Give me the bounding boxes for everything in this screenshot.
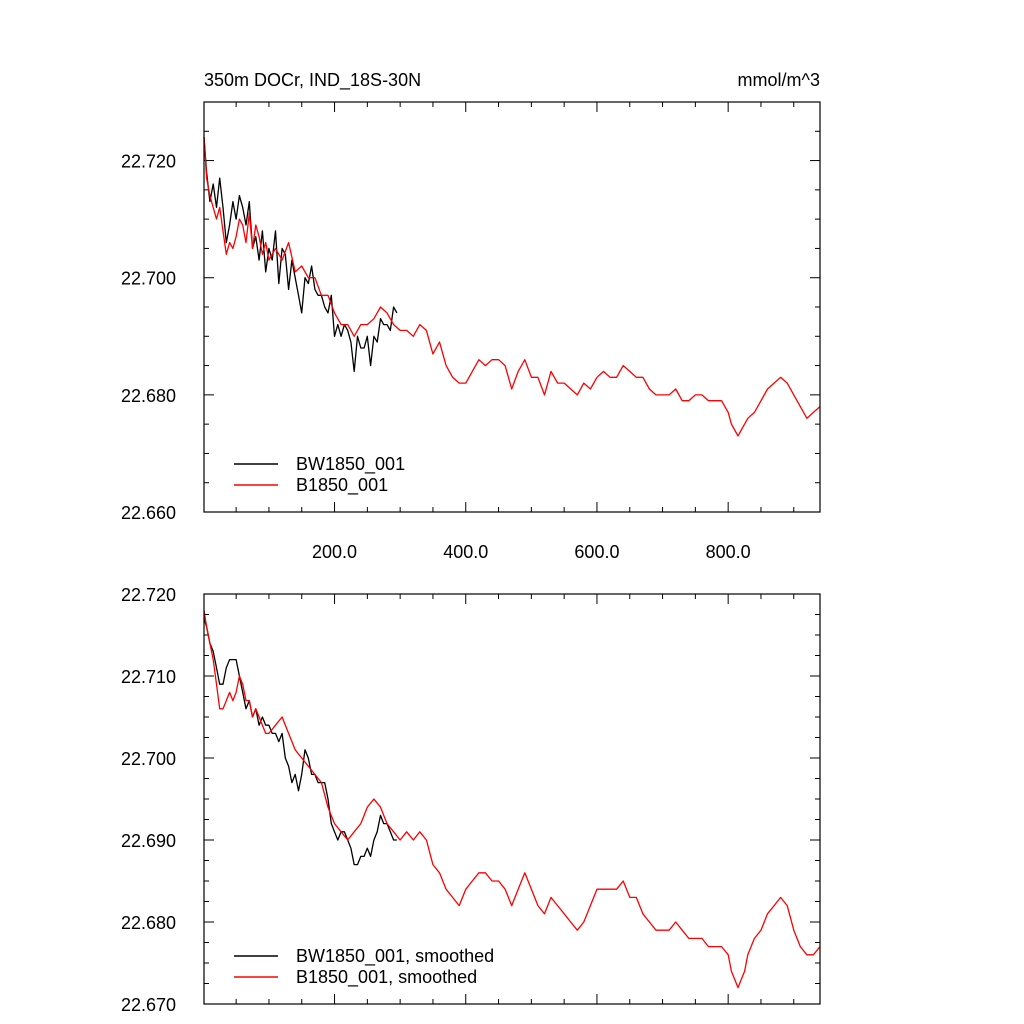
y-tick-label: 22.710 [121, 667, 176, 687]
legend-label: BW1850_001, smoothed [296, 946, 494, 967]
y-tick-label: 22.690 [121, 831, 176, 851]
x-tick-label: 200.0 [312, 542, 357, 562]
legend-label: BW1850_001 [296, 454, 405, 475]
y-tick-label: 22.660 [121, 503, 176, 523]
legend-label: B1850_001 [296, 475, 388, 496]
legend-label: B1850_001, smoothed [296, 967, 477, 988]
y-tick-label: 22.720 [121, 152, 176, 172]
series-line-0 [203, 618, 397, 866]
axis-ticks: 22.670 22.680 22.690 22.700 22.710 22.720 [121, 585, 820, 1015]
y-tick-label: 22.720 [121, 585, 176, 605]
series-line-1 [203, 610, 821, 989]
y-tick-label: 22.700 [121, 269, 176, 289]
series-line-0 [203, 137, 398, 373]
x-tick-label: 400.0 [443, 542, 488, 562]
panel-title: 350m DOCr, IND_18S-30N [204, 70, 421, 91]
plot-frame [203, 593, 821, 1005]
top-panel: 350m DOCr, IND_18S-30N mmol/m^3 200.0 400… [121, 70, 821, 562]
plot-frame [203, 101, 821, 513]
x-tick-label: 800.0 [706, 542, 751, 562]
series-lines [203, 137, 821, 437]
y-tick-label: 22.670 [121, 995, 176, 1015]
units-label: mmol/m^3 [738, 70, 820, 90]
series-lines [203, 610, 821, 989]
x-tick-label: 600.0 [574, 542, 619, 562]
axis-ticks: 200.0 400.0 600.0 800.0 22.660 22.680 22.700 22… [121, 101, 820, 562]
y-tick-label: 22.700 [121, 749, 176, 769]
bottom-panel: 22.670 22.680 22.690 22.700 22.710 22.720 BW1… [121, 585, 821, 1015]
y-tick-label: 22.680 [121, 386, 176, 406]
y-tick-label: 22.680 [121, 913, 176, 933]
series-line-1 [203, 137, 821, 437]
